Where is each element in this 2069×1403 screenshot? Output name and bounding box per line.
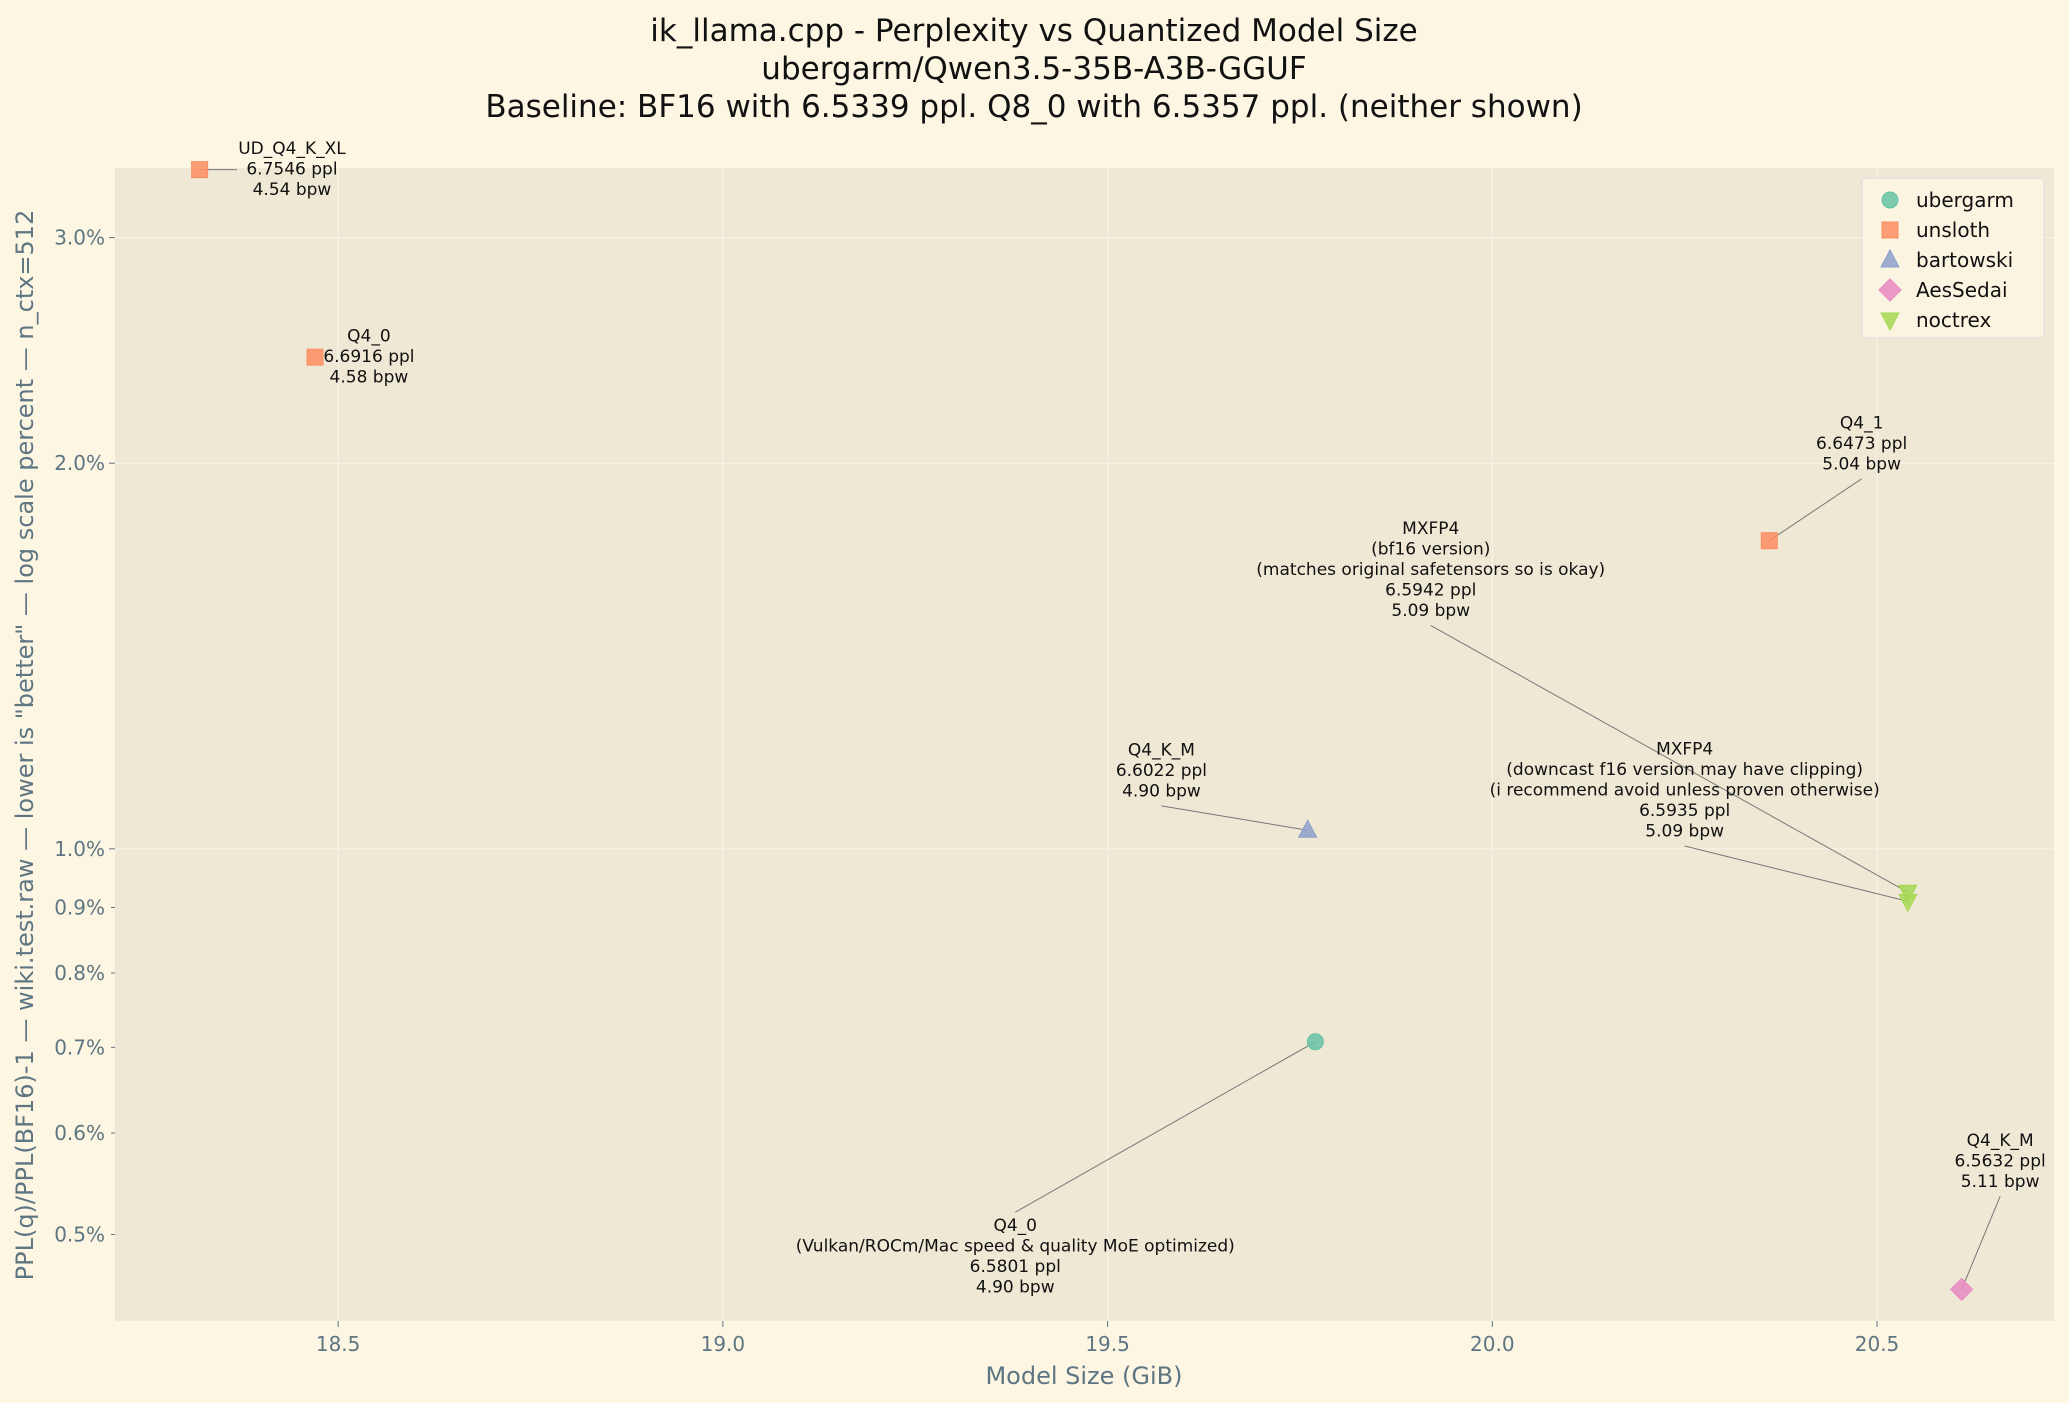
annotation-line: MXFP4 [1402,519,1459,539]
legend-label: ubergarm [1916,188,2014,212]
grid-lines [115,168,2054,1321]
x-axis-label: Model Size (GiB) [985,1362,1182,1390]
annotation-line: 4.54 bpw [253,180,332,200]
y-axis-ticks: 1.0% 2.0% 3.0% 0.5% 0.6% 0.7% 0.8% 0.9% [54,226,115,1246]
x-tick-label: 19.5 [1085,1332,1130,1356]
data-markers [191,161,1974,1302]
y-tick-label: 0.5% [54,1222,105,1246]
annotation-line: 5.11 bpw [1961,1172,2040,1192]
annotation-line: 4.58 bpw [330,367,409,387]
annotation-connector [1015,1041,1316,1213]
annotation-connector [1161,805,1308,831]
annotation-line: 5.04 bpw [1822,454,1901,474]
annotation-line: 5.09 bpw [1645,822,1724,842]
y-tick-label: 1.0% [54,837,105,861]
annotation-line: 6.6473 ppl [1816,434,1907,454]
annotation-line: 6.5632 ppl [1955,1151,2046,1171]
annotation-label: Q4_K_M 6.5632 ppl 5.11 bpw [1955,1131,2046,1192]
legend-marker-aessedai [1878,278,1902,302]
x-axis-ticks: 18.5 19.0 19.5 20.0 20.5 [316,1321,1899,1356]
annotation-line: (Vulkan/ROCm/Mac speed & quality MoE opt… [796,1237,1235,1257]
annotation-line: UD_Q4_K_XL [238,139,346,159]
annotation-line: Q4_K_M [1128,740,1195,760]
data-point-bartowski [1297,819,1318,838]
legend-label: noctrex [1916,308,1991,332]
chart-title: ik_llama.cpp - Perplexity vs Quantized M… [485,13,1582,125]
y-tick-label: 3.0% [54,226,105,250]
annotation-line: Q4_0 [993,1216,1037,1236]
x-tick-label: 20.0 [1470,1332,1515,1356]
data-point-noctrex [1897,893,1918,913]
annotation-line: (i recommend avoid unless proven otherwi… [1490,781,1880,801]
annotation-label: Q4_0 6.6916 ppl 4.58 bpw [323,326,414,387]
annotation-line: (bf16 version) [1371,539,1490,559]
y-tick-label: 2.0% [54,451,105,475]
chart-title-line-2: ubergarm/Qwen3.5-35B-A3B-GGUF [761,51,1306,87]
annotation-label: Q4_0 (Vulkan/ROCm/Mac speed & quality MoE… [796,1216,1235,1298]
annotation-line: 6.6022 ppl [1116,761,1207,781]
legend-label: unsloth [1916,218,1990,242]
legend: ubergarm unsloth bartowski AesSedai noctrex [1861,177,2045,339]
legend-marker-ubergarm [1881,191,1899,209]
annotation-line: 6.5935 ppl [1639,801,1730,821]
annotation-label: Q4_K_M 6.6022 ppl 4.90 bpw [1116,740,1207,801]
chart-title-line-3: Baseline: BF16 with 6.5339 ppl. Q8_0 wit… [485,89,1582,125]
legend-marker-noctrex [1880,312,1900,332]
annotation-connector [1961,1196,2001,1290]
x-tick-label: 18.5 [316,1332,361,1356]
annotation-line: (matches original safetensors so is okay… [1256,560,1605,580]
y-tick-label: 0.9% [54,895,105,919]
annotation-line: 6.5801 ppl [970,1257,1061,1277]
annotation-line: MXFP4 [1656,740,1713,760]
annotation-line: 5.09 bpw [1391,601,1470,621]
data-point-unsloth [191,161,209,179]
annotation-label: Q4_1 6.6473 ppl 5.04 bpw [1816,413,1907,474]
annotation-line: 6.7546 ppl [246,159,337,179]
annotation-connector [1430,625,1909,893]
annotation-label: MXFP4 (bf16 version) (matches original saf… [1256,519,1605,621]
legend-marker-unsloth [1881,221,1899,239]
legend-box [1861,177,2045,339]
annotation-connector [1769,478,1862,542]
annotation-line: Q4_0 [347,326,391,346]
annotation-label: UD_Q4_K_XL 6.7546 ppl 4.54 bpw [238,139,346,200]
y-axis-label: PPL(q)/PPL(BF16)-1 — wiki.test.raw — low… [11,210,39,1281]
legend-marker-bartowski [1880,248,1900,268]
data-point-unsloth [306,348,324,366]
point-annotations: Q4_0 (Vulkan/ROCm/Mac speed & quality MoE… [238,139,2046,1298]
y-tick-label: 0.7% [54,1035,105,1059]
annotation-line: Q4_1 [1840,413,1884,433]
annotation-line: Q4_K_M [1967,1131,2034,1151]
plot-area [115,168,2054,1321]
annotation-line: (downcast f16 version may have clipping) [1506,760,1863,780]
legend-label: bartowski [1916,248,2013,272]
annotation-line: 6.5942 ppl [1385,580,1476,600]
y-tick-label: 0.6% [54,1121,105,1145]
data-point-aessedai [1949,1277,1974,1302]
legend-label: AesSedai [1916,278,2008,302]
data-point-ubergarm [1306,1033,1324,1051]
x-tick-label: 20.5 [1855,1332,1900,1356]
chart-title-line-1: ik_llama.cpp - Perplexity vs Quantized M… [650,13,1417,49]
annotation-line: 4.90 bpw [976,1278,1055,1298]
annotation-line: 4.90 bpw [1122,781,1201,801]
y-tick-label: 0.8% [54,961,105,985]
annotation-line: 6.6916 ppl [323,347,414,367]
annotation-label: MXFP4 (downcast f16 version may have clip… [1490,740,1880,842]
data-point-unsloth [1760,532,1778,550]
data-point-noctrex [1897,884,1918,904]
annotation-connector [1684,845,1908,902]
x-tick-label: 19.0 [701,1332,746,1356]
